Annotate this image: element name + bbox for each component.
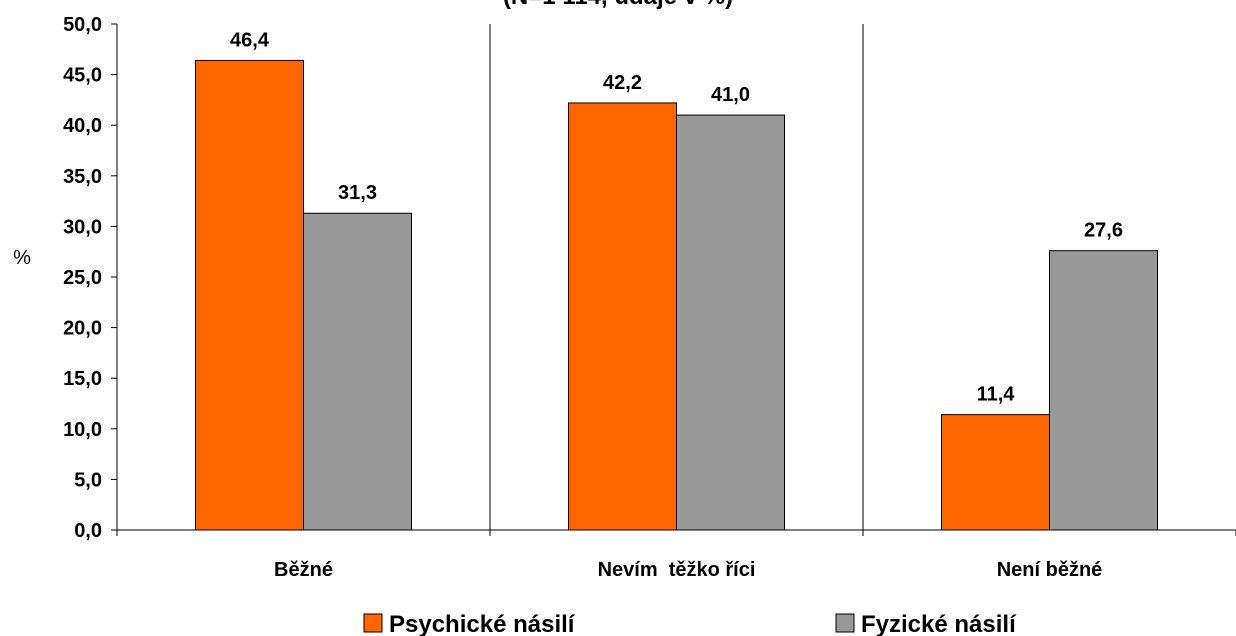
plot-area: 0,0 5,0 10,0 15,0 20,0 25,0 30,0 35,0 40,0 45,0 50… xyxy=(63,14,1236,581)
data-label-bg xyxy=(963,380,1028,407)
bar-fyzicke xyxy=(676,114,785,531)
y-tick-label: 5,0 xyxy=(74,469,102,491)
bar-psychicke xyxy=(568,102,677,531)
legend-swatch xyxy=(835,613,855,633)
data-label: 31,3 xyxy=(338,182,377,204)
y-tick-label: 0,0 xyxy=(74,520,102,542)
y-tick-label: 40,0 xyxy=(63,115,102,137)
category-label: Běžné xyxy=(274,559,333,581)
legend-swatch xyxy=(363,613,383,633)
data-label: 46,4 xyxy=(230,29,270,51)
y-tick-label: 45,0 xyxy=(63,65,102,87)
y-axis-label: % xyxy=(13,247,31,269)
data-label: 11,4 xyxy=(977,384,1016,406)
bar-fyzicke xyxy=(303,212,412,531)
data-label: 27,6 xyxy=(1084,220,1123,242)
y-tick-label: 10,0 xyxy=(63,419,102,441)
y-tick-label: 20,0 xyxy=(63,318,102,340)
data-label-bg xyxy=(217,26,282,53)
data-label: 41,0 xyxy=(711,84,750,106)
category-label: Není běžné xyxy=(997,559,1103,581)
data-label-bg xyxy=(1071,216,1136,243)
y-tick-label: 30,0 xyxy=(63,216,102,238)
legend-label: Psychické násilí xyxy=(389,611,576,636)
bar-psychicke xyxy=(195,59,304,531)
category-label: Nevím těžko říci xyxy=(598,559,756,581)
y-tick-label: 25,0 xyxy=(63,267,102,289)
bar-psychicke xyxy=(941,414,1050,531)
y-tick-label: 15,0 xyxy=(63,368,102,390)
data-label: 42,2 xyxy=(603,72,642,94)
legend: Psychické násilí Fyzické násilí xyxy=(363,611,1017,636)
data-label-bg xyxy=(698,81,763,108)
bar-fyzicke xyxy=(1049,250,1158,531)
chart-title: (N=1 114, údaje v %) xyxy=(503,0,733,10)
y-tick-label: 35,0 xyxy=(63,166,102,188)
data-label-bg xyxy=(590,68,655,95)
y-tick-label: 50,0 xyxy=(63,14,102,36)
legend-label: Fyzické násilí xyxy=(861,611,1017,636)
data-label-bg xyxy=(325,179,390,206)
